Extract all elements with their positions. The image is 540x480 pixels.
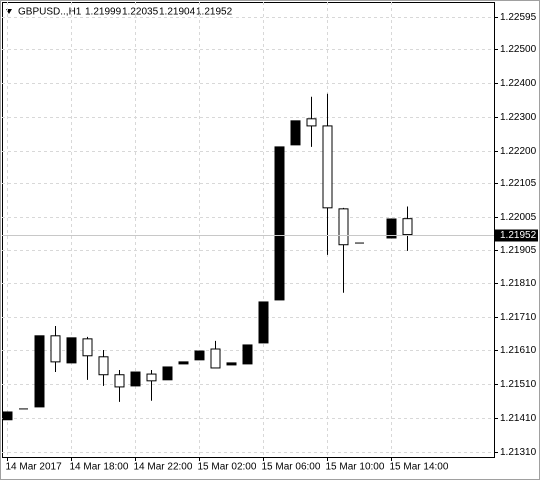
price-label: 1.21952 [500, 230, 537, 241]
y-tick-label: 1.21510 [500, 379, 537, 390]
y-tick-label: 1.22400 [500, 78, 537, 89]
candle-body [146, 373, 157, 382]
y-tick-label: 1.21310 [500, 447, 537, 458]
candle-body [66, 337, 77, 364]
x-tick-label: 15 Mar 10:00 [326, 462, 385, 473]
header-open: 1.21999 [85, 7, 122, 18]
x-tick-label: 15 Mar 06:00 [262, 462, 321, 473]
y-tick-label: 1.22200 [500, 146, 537, 157]
header-low: 1.21904 [159, 7, 196, 18]
header-high: 1.22035 [122, 7, 159, 18]
candle-body [82, 338, 93, 357]
candle-body [162, 366, 173, 381]
candle-body [2, 411, 13, 421]
x-tick-label: 15 Mar 14:00 [390, 462, 449, 473]
candle-body [306, 118, 317, 127]
y-tick-label: 1.21410 [500, 413, 537, 424]
candle-body [130, 371, 141, 387]
y-tick-label: 1.21710 [500, 312, 537, 323]
x-tick-label: 14 Mar 2017 [6, 462, 63, 473]
candle-body [402, 218, 413, 236]
candle-body [258, 301, 269, 344]
y-tick-label: 1.22595 [500, 12, 537, 23]
candle-body [226, 362, 237, 366]
candle-body [210, 348, 221, 369]
y-tick-label: 1.22300 [500, 112, 537, 123]
y-tick-label: 1.22105 [500, 178, 537, 189]
y-tick-label: 1.22500 [500, 44, 537, 55]
x-tick-label: 15 Mar 02:00 [198, 462, 257, 473]
header-close: 1.21952 [196, 7, 233, 18]
x-tick-label: 14 Mar 22:00 [134, 462, 193, 473]
price-label-box [494, 229, 538, 242]
candle-body [386, 218, 397, 239]
candle-body [322, 125, 333, 209]
y-tick-label: 1.21610 [500, 345, 537, 356]
candle-body [338, 208, 349, 246]
candle-body [242, 344, 253, 365]
y-tick-label: 1.22005 [500, 212, 537, 223]
candle-body [274, 146, 285, 301]
candle-body [178, 361, 189, 365]
y-tick-label: 1.21810 [500, 278, 537, 289]
y-tick-label: 1.21905 [500, 245, 537, 256]
candle-body [34, 335, 45, 408]
symbol: GBPUSD..,H1 [18, 7, 82, 18]
x-tick-label: 14 Mar 18:00 [70, 462, 129, 473]
candle-body [98, 356, 109, 376]
candle-body [290, 120, 301, 146]
candle-body [194, 350, 205, 361]
candle-body [114, 374, 125, 388]
candle-body [50, 335, 61, 363]
